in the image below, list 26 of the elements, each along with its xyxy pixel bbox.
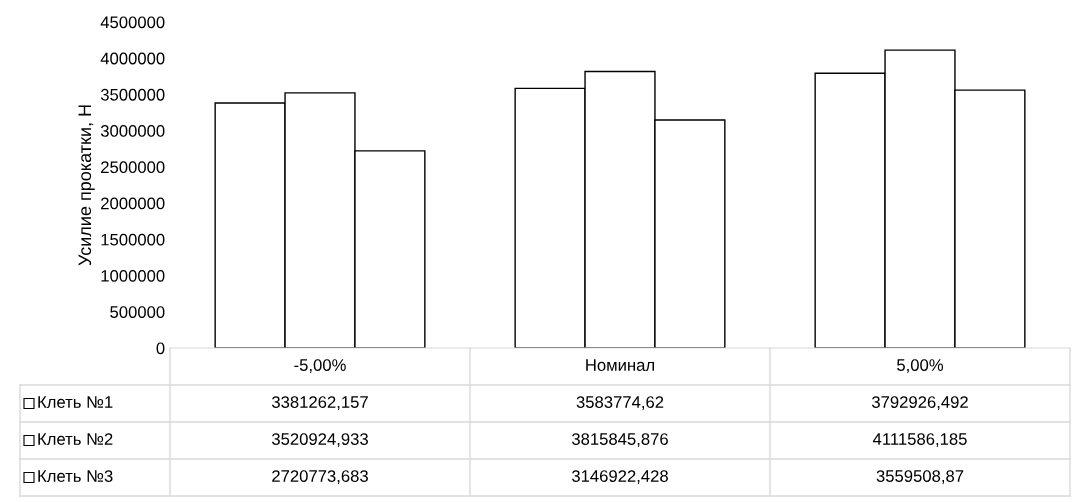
data-label: 3520924,933 bbox=[271, 433, 368, 447]
y-tick-label: 4000000 bbox=[100, 52, 165, 65]
y-axis-title: Усилие прокатки, Н bbox=[78, 105, 95, 266]
data-label: 3381262,157 bbox=[271, 396, 368, 410]
data-label: 3559508,87 bbox=[876, 470, 964, 484]
legend-label: Клеть №2 bbox=[38, 433, 113, 445]
y-tick-label: 3500000 bbox=[100, 88, 165, 101]
data-label: 3815845,876 bbox=[571, 433, 668, 447]
data-label: 2720773,683 bbox=[272, 470, 368, 484]
y-tick-label: 3000000 bbox=[100, 125, 165, 137]
x-tick-label: -5,00% bbox=[294, 359, 346, 373]
legend-label: Клеть №3 bbox=[38, 470, 113, 482]
y-tick-label: 2500000 bbox=[101, 161, 165, 174]
legend-label: Клеть №1 bbox=[38, 396, 113, 408]
x-tick-label: 5,00% bbox=[897, 359, 944, 373]
y-tick-label: 1000000 bbox=[101, 269, 165, 282]
data-label: 3792926,492 bbox=[871, 396, 968, 410]
data-label: 3583774,62 bbox=[576, 396, 664, 410]
y-tick-label: 1500000 bbox=[101, 233, 165, 246]
y-tick-label: 2000000 bbox=[101, 197, 165, 210]
y-tick-label: 0 bbox=[156, 342, 165, 355]
data-label: 4111586,185 bbox=[872, 433, 967, 447]
y-tick-label: 4500000 bbox=[100, 16, 165, 29]
x-tick-label: Номинал bbox=[586, 359, 654, 371]
data-label: 3146922,428 bbox=[571, 470, 668, 484]
y-tick-label: 500000 bbox=[110, 306, 165, 318]
